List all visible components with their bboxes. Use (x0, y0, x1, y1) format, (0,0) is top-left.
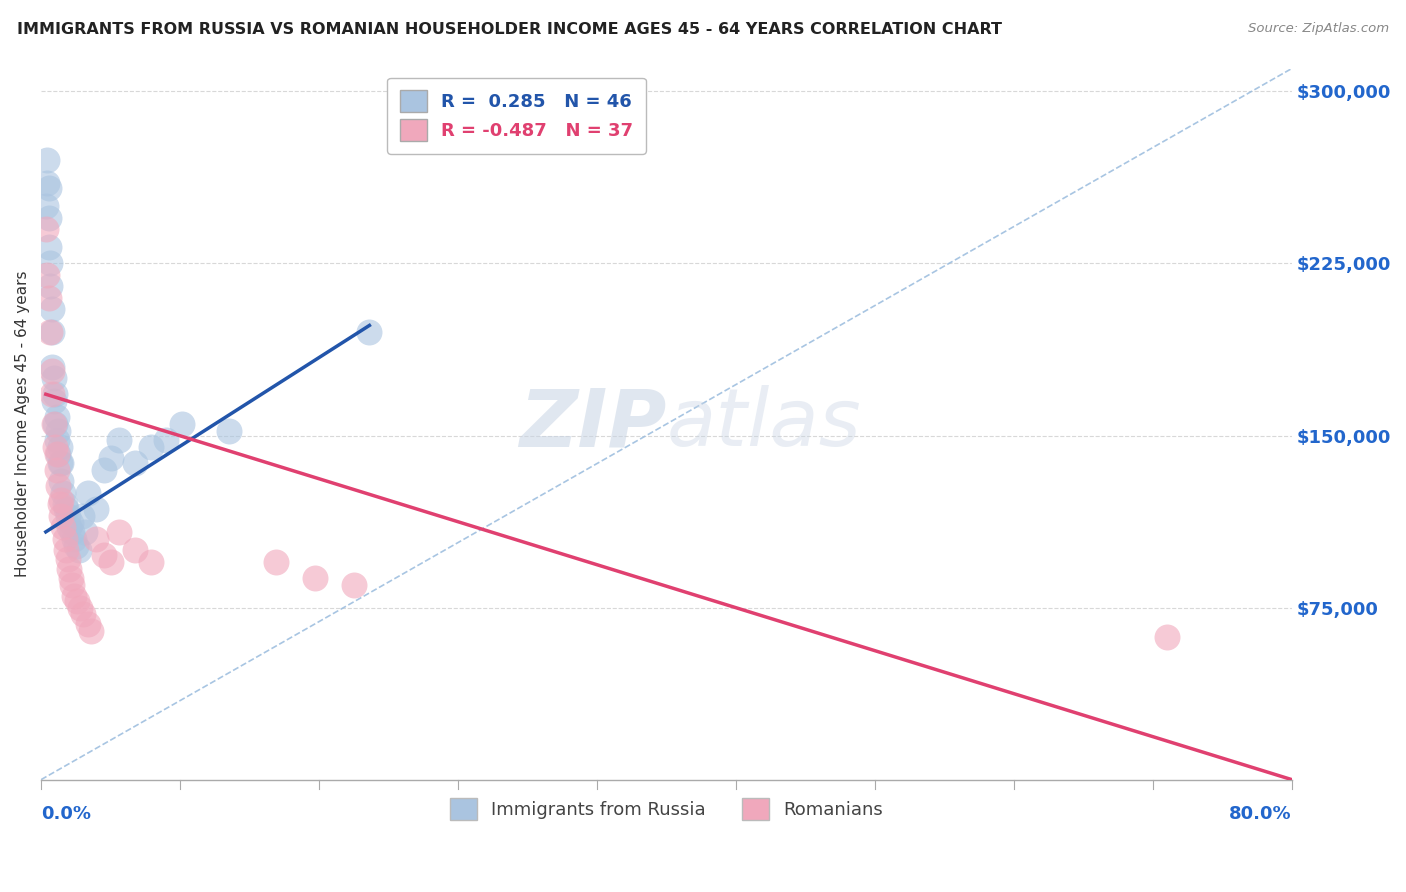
Point (41, 364, 63, 378)
Point (44, 387, 66, 401)
Point (139, 440, 162, 454)
Point (60, 577, 83, 591)
Point (37, 176, 59, 190)
Point (39, 326, 62, 340)
Point (52, 520, 75, 534)
Point (49, 456, 72, 470)
Point (46, 447, 69, 461)
Point (49, 497, 72, 511)
Point (55, 543, 77, 558)
Point (359, 326, 381, 340)
Point (38, 211, 60, 225)
Point (41, 359, 63, 374)
Point (42, 394, 65, 409)
Point (42, 417, 65, 431)
Point (44, 417, 66, 431)
Point (39, 256, 62, 270)
Point (155, 433, 177, 447)
Point (124, 456, 146, 470)
Point (58, 520, 80, 534)
Point (124, 543, 146, 558)
Point (80, 624, 103, 638)
Point (93, 548, 115, 562)
Point (51, 492, 73, 507)
Point (63, 532, 86, 546)
Point (66, 593, 89, 607)
Point (55, 502, 77, 516)
Point (59, 516, 82, 530)
Point (53, 532, 76, 546)
Point (41, 302, 63, 317)
Point (70, 508, 93, 523)
Point (67, 543, 90, 558)
Point (63, 589, 86, 603)
Point (45, 433, 67, 447)
Point (100, 451, 122, 466)
Point (60, 524, 83, 539)
Point (46, 424, 69, 438)
Point (37, 268, 59, 282)
Point (65, 539, 87, 553)
Point (77, 616, 100, 631)
Point (41, 326, 63, 340)
Text: atlas: atlas (666, 385, 862, 463)
Point (45, 410, 67, 425)
Point (51, 508, 73, 523)
Point (100, 555, 122, 569)
Point (35, 222, 58, 236)
Point (77, 486, 100, 500)
Point (38, 181, 60, 195)
Point (35, 199, 58, 213)
Point (72, 607, 94, 622)
Y-axis label: Householder Income Ages 45 - 64 years: Householder Income Ages 45 - 64 years (15, 271, 30, 577)
Point (45, 447, 67, 461)
Point (170, 417, 193, 431)
Point (49, 440, 72, 454)
Point (51, 475, 73, 489)
Text: 80.0%: 80.0% (1229, 805, 1292, 822)
Point (38, 240, 60, 254)
Point (37, 153, 59, 168)
Text: 0.0%: 0.0% (41, 805, 91, 822)
Point (46, 479, 69, 493)
Point (44, 440, 66, 454)
Point (93, 463, 115, 477)
Point (108, 524, 131, 539)
Point (59, 571, 82, 585)
Point (218, 424, 240, 438)
Point (69, 600, 91, 615)
Point (264, 555, 287, 569)
Text: IMMIGRANTS FROM RUSSIA VS ROMANIAN HOUSEHOLDER INCOME AGES 45 - 64 YEARS CORRELA: IMMIGRANTS FROM RUSSIA VS ROMANIAN HOUSE… (17, 22, 1002, 37)
Point (41, 387, 63, 401)
Point (84, 532, 107, 546)
Point (45, 463, 67, 477)
Legend: Immigrants from Russia, Romanians: Immigrants from Russia, Romanians (436, 784, 897, 835)
Point (38, 291, 60, 305)
Point (42, 371, 65, 385)
Point (52, 486, 75, 500)
Point (51, 456, 73, 470)
Point (56, 552, 79, 566)
Point (56, 508, 79, 523)
Point (108, 433, 131, 447)
Text: ZIP: ZIP (519, 385, 666, 463)
Point (58, 561, 80, 575)
Point (53, 497, 76, 511)
Point (343, 577, 366, 591)
Point (73, 524, 96, 539)
Point (304, 571, 326, 585)
Point (1156, 631, 1178, 645)
Text: Source: ZipAtlas.com: Source: ZipAtlas.com (1249, 22, 1389, 36)
Point (39, 279, 62, 293)
Point (84, 502, 107, 516)
Point (139, 555, 162, 569)
